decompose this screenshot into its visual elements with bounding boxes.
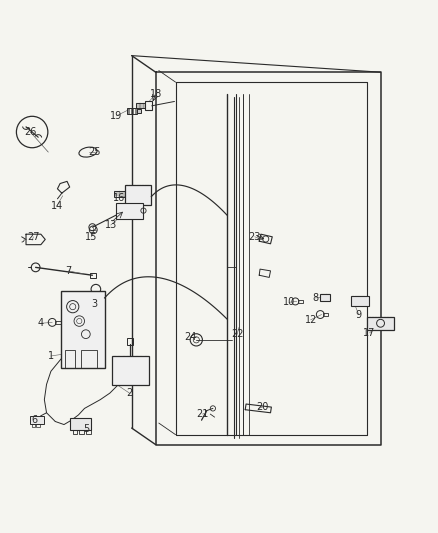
Bar xyxy=(55,321,61,324)
Bar xyxy=(65,350,75,368)
Text: 24: 24 xyxy=(184,332,197,342)
Bar xyxy=(79,430,84,434)
Text: 15: 15 xyxy=(85,232,98,242)
Text: 18: 18 xyxy=(149,89,162,99)
Bar xyxy=(117,203,144,220)
Text: 25: 25 xyxy=(88,147,101,157)
Text: 5: 5 xyxy=(83,424,89,434)
Bar xyxy=(90,272,96,278)
Bar xyxy=(61,292,105,368)
Bar xyxy=(114,190,125,197)
Bar xyxy=(145,101,152,110)
Text: 8: 8 xyxy=(312,293,318,303)
Text: 7: 7 xyxy=(65,266,71,276)
Bar xyxy=(297,300,303,303)
Text: 10: 10 xyxy=(283,297,295,308)
Bar xyxy=(323,313,328,316)
Text: 6: 6 xyxy=(32,415,38,425)
Bar xyxy=(70,418,91,430)
Text: 9: 9 xyxy=(356,310,362,319)
Text: 27: 27 xyxy=(27,232,40,242)
Bar xyxy=(351,296,369,306)
Bar xyxy=(125,185,151,205)
Bar xyxy=(86,430,91,434)
Text: 14: 14 xyxy=(50,201,63,211)
Bar xyxy=(136,103,145,108)
Text: 2: 2 xyxy=(127,388,133,398)
Text: 3: 3 xyxy=(92,298,98,309)
Text: 23: 23 xyxy=(249,232,261,242)
Text: 26: 26 xyxy=(24,127,36,137)
Text: 17: 17 xyxy=(364,328,376,338)
Bar xyxy=(127,338,134,345)
Text: 21: 21 xyxy=(196,409,208,419)
Bar xyxy=(32,424,35,427)
Text: 19: 19 xyxy=(110,111,123,121)
Bar xyxy=(36,424,40,427)
Text: 22: 22 xyxy=(231,329,244,339)
Bar xyxy=(30,416,44,424)
Text: 4: 4 xyxy=(38,318,44,328)
Bar xyxy=(127,108,137,114)
Bar xyxy=(367,317,394,330)
Text: 16: 16 xyxy=(113,192,125,203)
Bar xyxy=(73,430,77,434)
Bar xyxy=(320,294,330,301)
Text: 12: 12 xyxy=(304,315,317,325)
Bar xyxy=(81,350,97,368)
Text: 1: 1 xyxy=(48,351,54,361)
Text: 20: 20 xyxy=(257,402,269,412)
Bar xyxy=(137,109,141,113)
Bar xyxy=(112,356,149,385)
Text: 13: 13 xyxy=(105,220,117,230)
